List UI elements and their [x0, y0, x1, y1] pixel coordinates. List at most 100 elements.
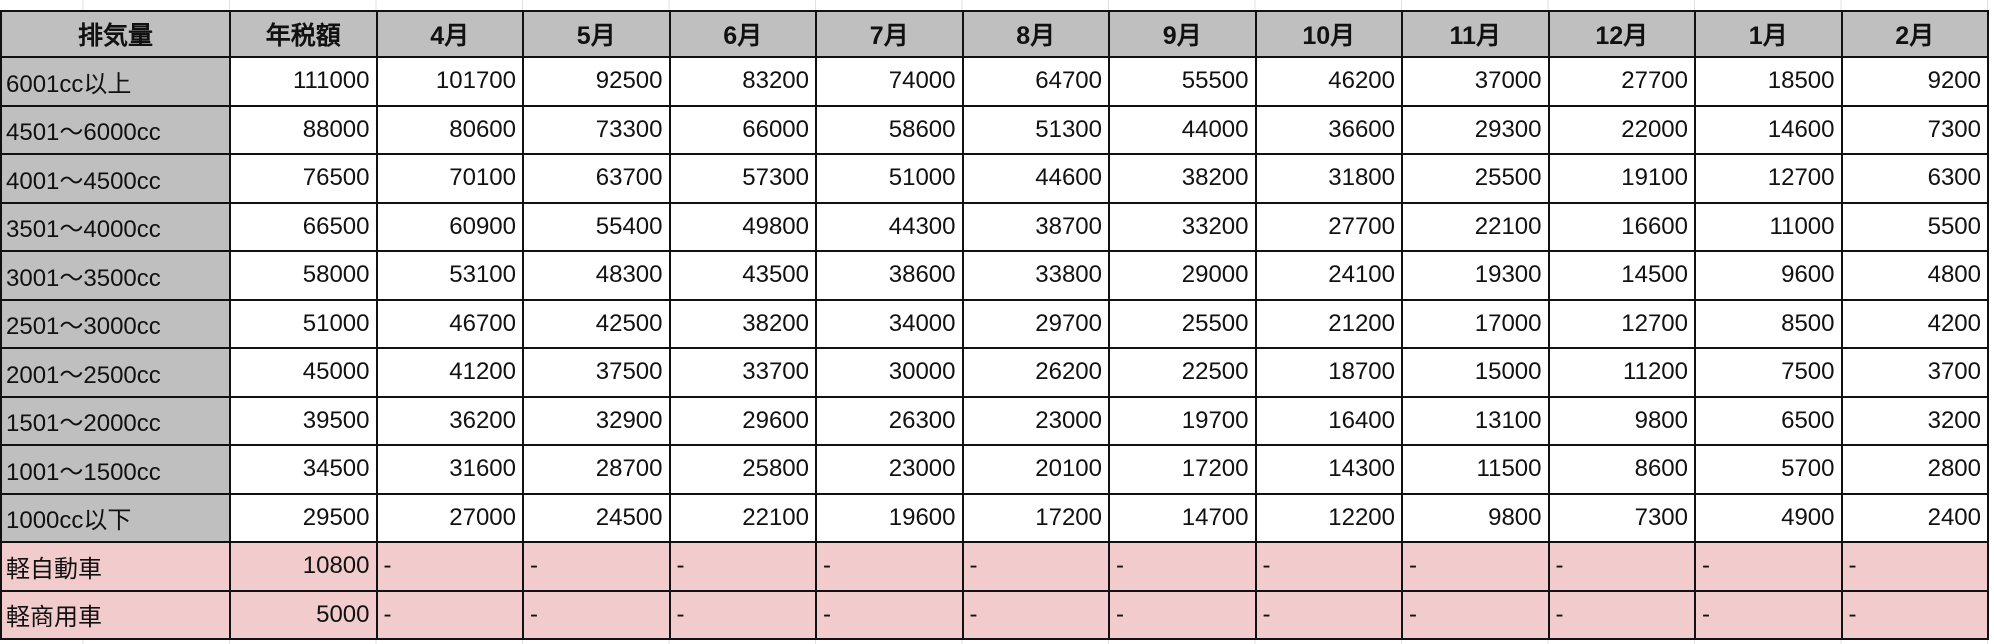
value-cell[interactable]: 38600 — [815, 250, 964, 301]
value-cell[interactable]: 25500 — [1401, 153, 1550, 204]
value-cell[interactable]: 7300 — [1547, 492, 1696, 543]
value-cell[interactable]: 34000 — [815, 298, 964, 349]
header-cell[interactable]: 7月 — [815, 10, 964, 58]
value-cell[interactable]: 4900 — [1694, 492, 1843, 543]
value-cell[interactable]: 9800 — [1547, 395, 1696, 446]
value-cell[interactable]: 73300 — [522, 104, 671, 155]
value-cell[interactable]: 29700 — [961, 298, 1110, 349]
value-cell[interactable]: 33200 — [1108, 201, 1257, 252]
value-cell[interactable]: 49800 — [668, 201, 817, 252]
row-label-cell[interactable]: 軽商用車 — [0, 589, 231, 640]
value-cell[interactable]: - — [522, 589, 671, 640]
value-cell[interactable]: 16600 — [1547, 201, 1696, 252]
value-cell[interactable]: 14300 — [1254, 444, 1403, 495]
value-cell[interactable]: 16400 — [1254, 395, 1403, 446]
value-cell[interactable]: - — [1108, 541, 1257, 592]
header-cell[interactable]: 1月 — [1694, 10, 1843, 58]
value-cell[interactable]: 31600 — [375, 444, 524, 495]
value-cell[interactable]: 2400 — [1840, 492, 1989, 543]
value-cell[interactable]: 55500 — [1108, 56, 1257, 107]
header-cell[interactable]: 11月 — [1401, 10, 1550, 58]
value-cell[interactable]: - — [1254, 589, 1403, 640]
value-cell[interactable]: 17000 — [1401, 298, 1550, 349]
value-cell[interactable]: - — [961, 541, 1110, 592]
value-cell[interactable]: 60900 — [375, 201, 524, 252]
value-cell[interactable]: 37000 — [1401, 56, 1550, 107]
value-cell[interactable]: 19700 — [1108, 395, 1257, 446]
value-cell[interactable]: 29500 — [229, 492, 378, 543]
value-cell[interactable]: 25500 — [1108, 298, 1257, 349]
header-cell[interactable]: 2月 — [1840, 10, 1989, 58]
value-cell[interactable]: 70100 — [375, 153, 524, 204]
value-cell[interactable]: 15000 — [1401, 347, 1550, 398]
header-cell[interactable]: 9月 — [1108, 10, 1257, 58]
value-cell[interactable]: 38700 — [961, 201, 1110, 252]
value-cell[interactable]: 6500 — [1694, 395, 1843, 446]
value-cell[interactable]: 10800 — [229, 541, 378, 592]
value-cell[interactable]: - — [1547, 589, 1696, 640]
value-cell[interactable]: 6300 — [1840, 153, 1989, 204]
value-cell[interactable]: - — [1254, 541, 1403, 592]
value-cell[interactable]: 8600 — [1547, 444, 1696, 495]
header-cell[interactable]: 年税額 — [229, 10, 378, 58]
value-cell[interactable]: 44600 — [961, 153, 1110, 204]
value-cell[interactable]: 36600 — [1254, 104, 1403, 155]
value-cell[interactable]: - — [668, 541, 817, 592]
value-cell[interactable]: 24100 — [1254, 250, 1403, 301]
value-cell[interactable]: 9200 — [1840, 56, 1989, 107]
value-cell[interactable]: 38200 — [1108, 153, 1257, 204]
row-label-cell[interactable]: 6001cc以上 — [0, 56, 231, 107]
header-cell[interactable]: 5月 — [522, 10, 671, 58]
value-cell[interactable]: 12200 — [1254, 492, 1403, 543]
value-cell[interactable]: 63700 — [522, 153, 671, 204]
value-cell[interactable]: 31800 — [1254, 153, 1403, 204]
value-cell[interactable]: - — [1401, 589, 1550, 640]
value-cell[interactable]: 37500 — [522, 347, 671, 398]
value-cell[interactable]: 58000 — [229, 250, 378, 301]
value-cell[interactable]: 3700 — [1840, 347, 1989, 398]
value-cell[interactable]: 43500 — [668, 250, 817, 301]
value-cell[interactable]: - — [1694, 541, 1843, 592]
value-cell[interactable]: 13100 — [1401, 395, 1550, 446]
value-cell[interactable]: 18700 — [1254, 347, 1403, 398]
value-cell[interactable]: - — [522, 541, 671, 592]
value-cell[interactable]: 11000 — [1694, 201, 1843, 252]
value-cell[interactable]: 5000 — [229, 589, 378, 640]
header-cell[interactable]: 6月 — [668, 10, 817, 58]
value-cell[interactable]: 11200 — [1547, 347, 1696, 398]
row-label-cell[interactable]: 4501～6000cc — [0, 104, 231, 155]
value-cell[interactable]: 74000 — [815, 56, 964, 107]
value-cell[interactable]: 55400 — [522, 201, 671, 252]
header-cell[interactable]: 排気量 — [0, 10, 231, 58]
value-cell[interactable]: 111000 — [229, 56, 378, 107]
value-cell[interactable]: 5500 — [1840, 201, 1989, 252]
value-cell[interactable]: 27000 — [375, 492, 524, 543]
value-cell[interactable]: 101700 — [375, 56, 524, 107]
value-cell[interactable]: 44300 — [815, 201, 964, 252]
value-cell[interactable]: 88000 — [229, 104, 378, 155]
value-cell[interactable]: 34500 — [229, 444, 378, 495]
value-cell[interactable]: 9600 — [1694, 250, 1843, 301]
value-cell[interactable]: 7300 — [1840, 104, 1989, 155]
row-label-cell[interactable]: 1001～1500cc — [0, 444, 231, 495]
value-cell[interactable]: 83200 — [668, 56, 817, 107]
value-cell[interactable]: 48300 — [522, 250, 671, 301]
header-cell[interactable]: 8月 — [961, 10, 1110, 58]
value-cell[interactable]: 33800 — [961, 250, 1110, 301]
value-cell[interactable]: - — [668, 589, 817, 640]
value-cell[interactable]: 23000 — [815, 444, 964, 495]
header-cell[interactable]: 10月 — [1254, 10, 1403, 58]
value-cell[interactable]: 28700 — [522, 444, 671, 495]
row-label-cell[interactable]: 3001～3500cc — [0, 250, 231, 301]
value-cell[interactable]: 19600 — [815, 492, 964, 543]
value-cell[interactable]: 8500 — [1694, 298, 1843, 349]
header-cell[interactable]: 12月 — [1547, 10, 1696, 58]
value-cell[interactable]: 5700 — [1694, 444, 1843, 495]
value-cell[interactable]: 27700 — [1254, 201, 1403, 252]
value-cell[interactable]: 14600 — [1694, 104, 1843, 155]
value-cell[interactable]: 66500 — [229, 201, 378, 252]
value-cell[interactable]: 36200 — [375, 395, 524, 446]
value-cell[interactable]: 64700 — [961, 56, 1110, 107]
value-cell[interactable]: 58600 — [815, 104, 964, 155]
value-cell[interactable]: 41200 — [375, 347, 524, 398]
